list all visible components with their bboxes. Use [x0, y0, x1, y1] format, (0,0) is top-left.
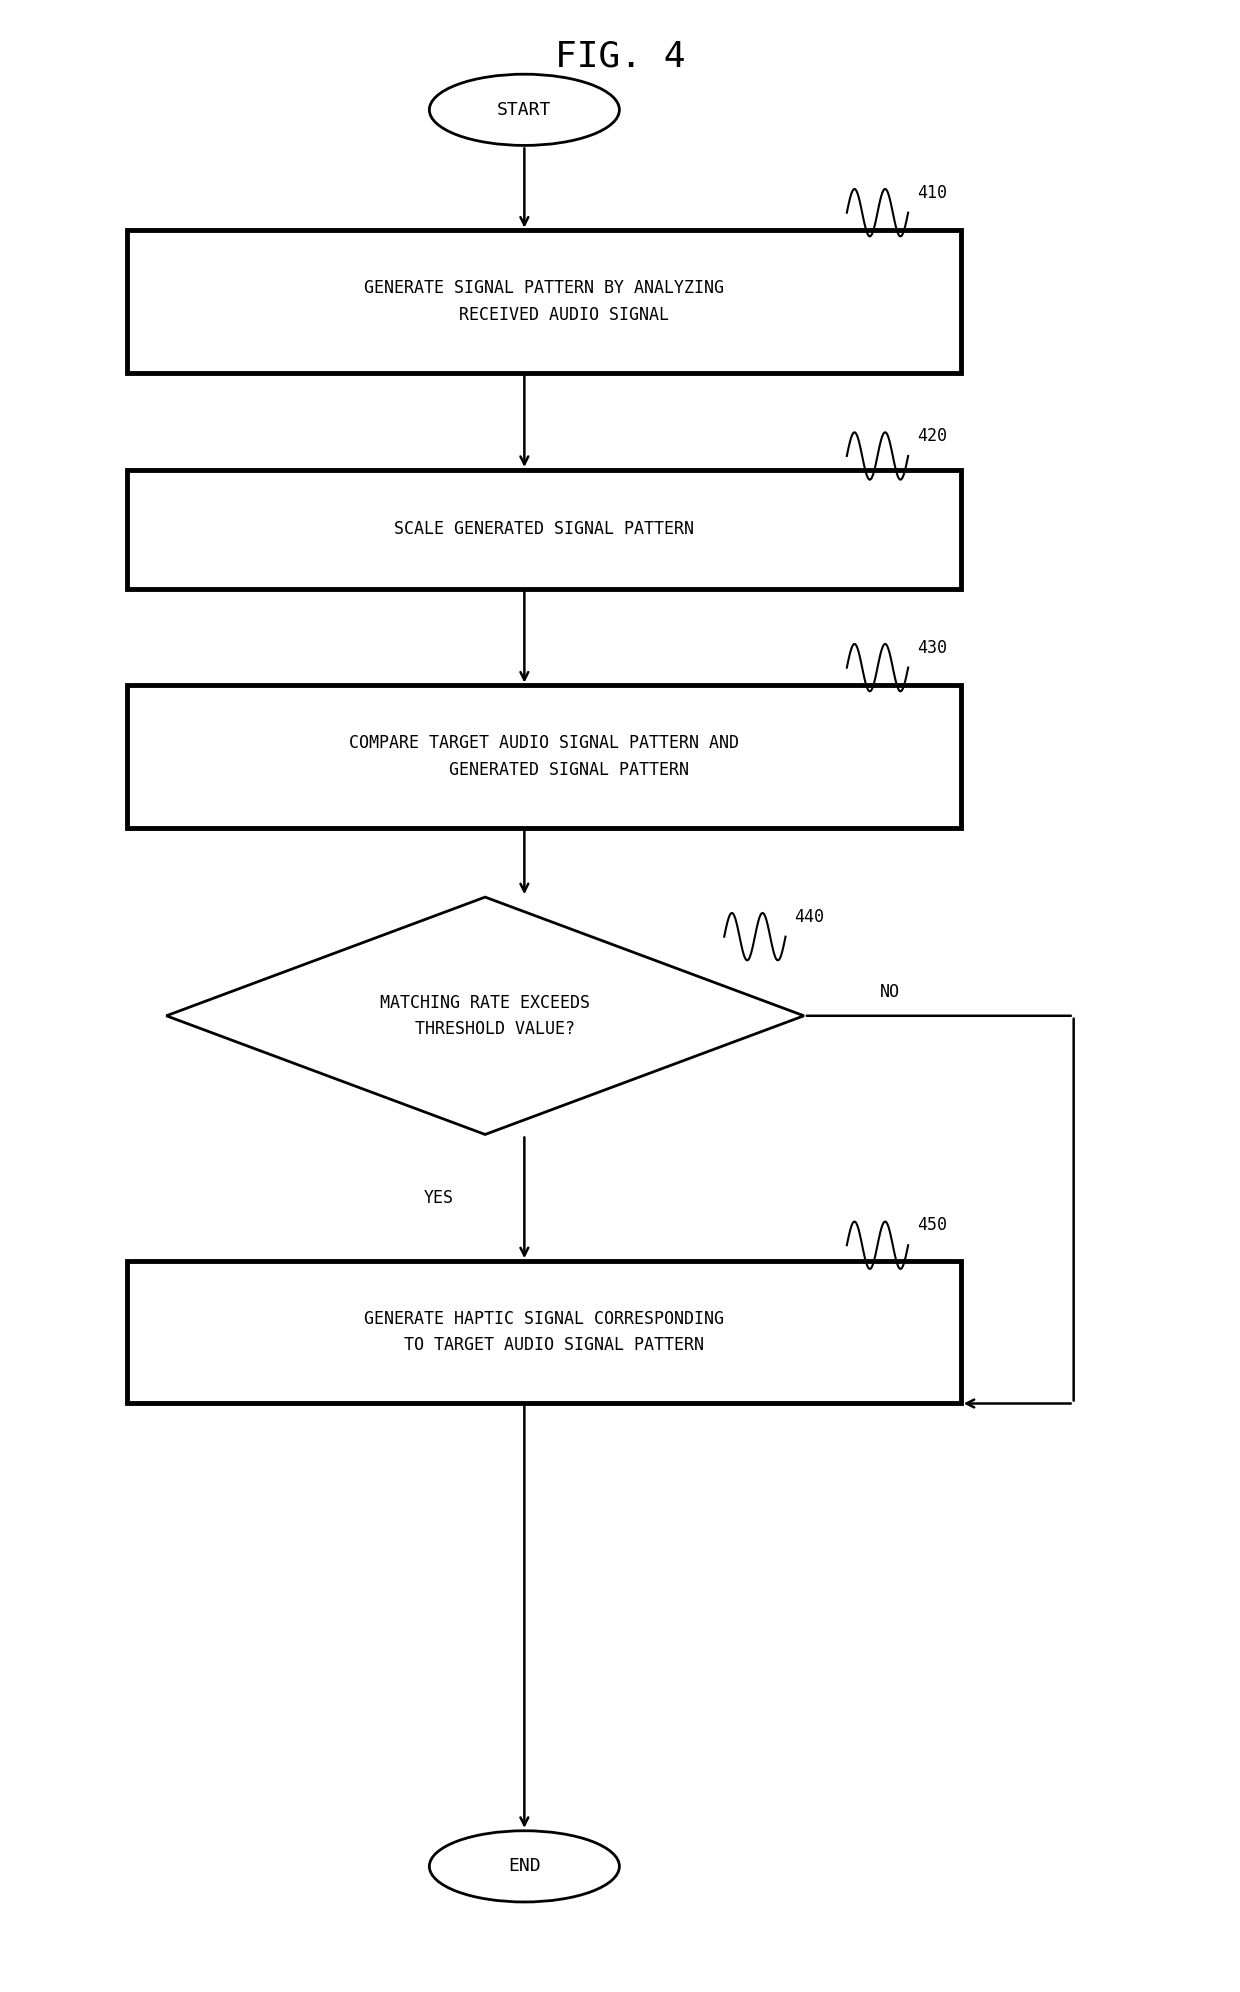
Text: SCALE GENERATED SIGNAL PATTERN: SCALE GENERATED SIGNAL PATTERN [394, 520, 694, 538]
Text: START: START [497, 102, 552, 120]
Text: GENERATE HAPTIC SIGNAL CORRESPONDING
  TO TARGET AUDIO SIGNAL PATTERN: GENERATE HAPTIC SIGNAL CORRESPONDING TO … [365, 1311, 724, 1355]
Text: FIG. 4: FIG. 4 [554, 40, 686, 74]
Text: 440: 440 [794, 908, 825, 926]
Text: 450: 450 [916, 1217, 946, 1235]
Ellipse shape [429, 1831, 620, 1902]
Text: 430: 430 [916, 639, 946, 657]
Bar [128, 470, 961, 588]
Text: COMPARE TARGET AUDIO SIGNAL PATTERN AND
     GENERATED SIGNAL PATTERN: COMPARE TARGET AUDIO SIGNAL PATTERN AND … [348, 735, 739, 779]
Polygon shape [166, 896, 804, 1135]
Text: YES: YES [424, 1189, 454, 1207]
Text: END: END [508, 1857, 541, 1874]
Text: 410: 410 [916, 183, 946, 201]
Text: MATCHING RATE EXCEEDS
  THRESHOLD VALUE?: MATCHING RATE EXCEEDS THRESHOLD VALUE? [381, 994, 590, 1038]
Text: NO: NO [879, 982, 900, 1002]
Bar [128, 1261, 961, 1404]
Text: 420: 420 [916, 426, 946, 444]
Ellipse shape [429, 74, 620, 145]
Bar [128, 231, 961, 373]
Bar [128, 685, 961, 829]
Text: GENERATE SIGNAL PATTERN BY ANALYZING
    RECEIVED AUDIO SIGNAL: GENERATE SIGNAL PATTERN BY ANALYZING REC… [365, 279, 724, 325]
